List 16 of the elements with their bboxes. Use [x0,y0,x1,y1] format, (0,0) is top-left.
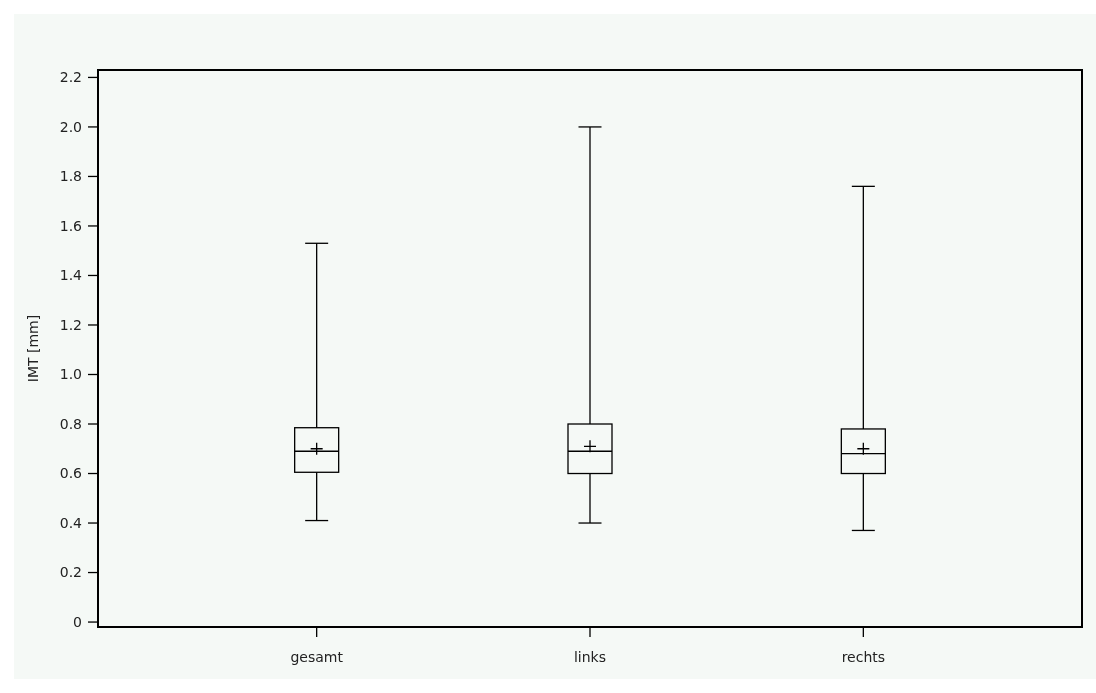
y-axis-title: IMT [mm] [25,314,41,383]
y-tick-label: 0.2 [59,564,82,581]
y-tick-label: 0 [73,613,82,630]
y-tick-label: 0.6 [59,465,83,482]
y-tick-label: 1.0 [59,366,82,383]
y-tick-label: 1.8 [59,168,82,185]
x-tick-label: gesamt [290,649,344,665]
x-tick-label: links [573,649,607,665]
y-tick-label: 1.2 [59,316,82,333]
y-tick-label: 1.4 [59,267,83,284]
y-tick-label: 2.2 [59,69,82,86]
y-tick-label: 1.6 [59,217,83,234]
y-tick-label: 0.8 [59,415,82,432]
y-tick-label: 2.0 [59,118,82,135]
x-tick-label: rechts [841,649,886,665]
y-tick-label: 0.4 [59,514,83,531]
